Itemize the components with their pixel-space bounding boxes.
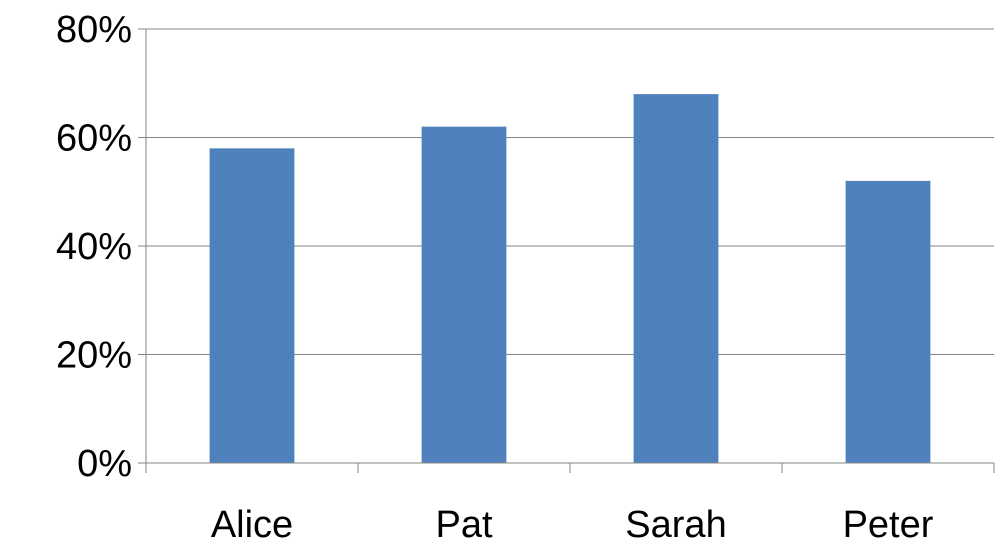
- y-tick-label: 80%: [56, 9, 132, 51]
- x-tick-label: Peter: [843, 504, 934, 544]
- y-tick-label: 40%: [56, 226, 132, 268]
- x-tick-label: Pat: [435, 504, 492, 544]
- y-tick-label: 20%: [56, 335, 132, 377]
- y-tick-label: 60%: [56, 118, 132, 160]
- y-tick-label: 0%: [77, 443, 132, 485]
- x-axis-tick-labels: Alice Pat Sarah Peter: [211, 504, 934, 544]
- bar-sarah: [633, 94, 719, 463]
- x-tick-label: Sarah: [625, 504, 726, 544]
- bar-peter: [845, 180, 931, 463]
- axes: [138, 28, 995, 473]
- x-tick-label: Alice: [211, 504, 293, 544]
- bar-pat: [421, 126, 507, 464]
- y-axis-tick-labels: 0% 20% 40% 60% 80%: [56, 9, 132, 485]
- bars: [209, 94, 931, 464]
- bar-alice: [209, 148, 295, 463]
